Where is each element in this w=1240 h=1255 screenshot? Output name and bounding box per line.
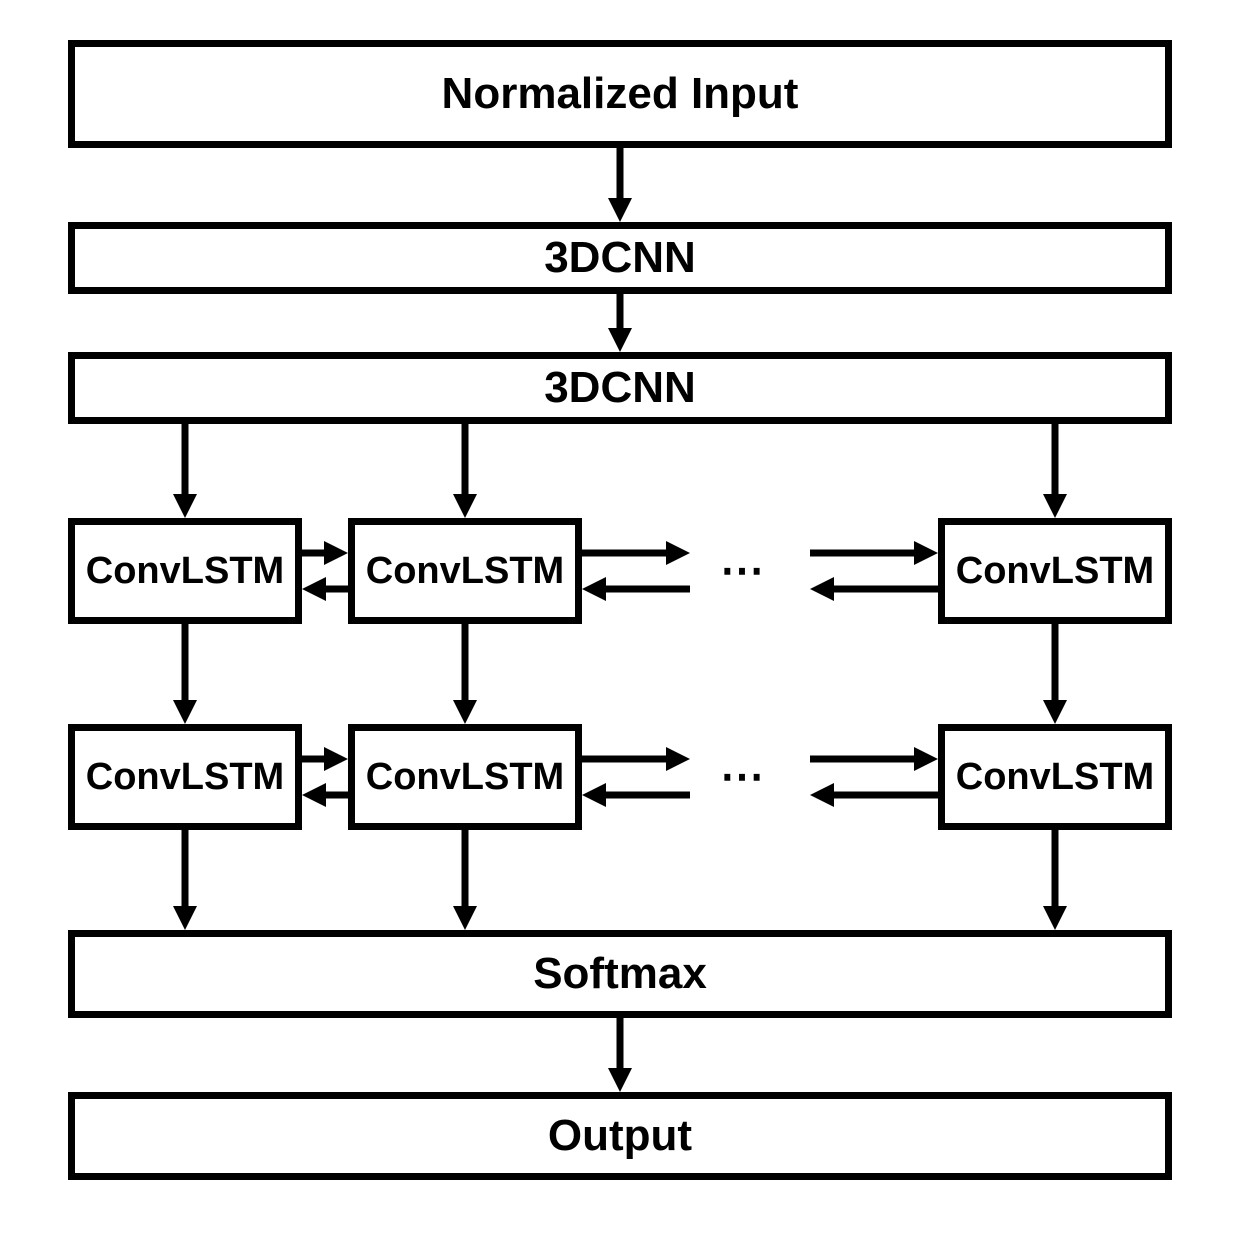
label: 3DCNN [544,233,696,283]
label: ConvLSTM [86,550,284,593]
label: ConvLSTM [956,550,1154,593]
node-convlstm-r1-c1: ConvLSTM [68,518,302,624]
node-convlstm-r2-c1: ConvLSTM [68,724,302,830]
arrow-layer [0,0,1240,1255]
node-normalized-input: Normalized Input [68,40,1172,148]
label: Output [548,1111,692,1161]
label: 3DCNN [544,363,696,413]
label: ConvLSTM [366,756,564,799]
ellipsis-r1: ⋯ [720,549,764,593]
node-convlstm-r2-c2: ConvLSTM [348,724,582,830]
label: Normalized Input [442,69,799,119]
node-softmax: Softmax [68,930,1172,1018]
node-3dcnn-2: 3DCNN [68,352,1172,424]
node-convlstm-r1-c3: ConvLSTM [938,518,1172,624]
label: ConvLSTM [956,756,1154,799]
label: Softmax [533,949,707,999]
label: ConvLSTM [366,550,564,593]
diagram-stage: Normalized Input 3DCNN 3DCNN Softmax Out… [0,0,1240,1255]
node-convlstm-r2-c3: ConvLSTM [938,724,1172,830]
node-output: Output [68,1092,1172,1180]
ellipsis-r2: ⋯ [720,755,764,799]
node-convlstm-r1-c2: ConvLSTM [348,518,582,624]
node-3dcnn-1: 3DCNN [68,222,1172,294]
label: ConvLSTM [86,756,284,799]
